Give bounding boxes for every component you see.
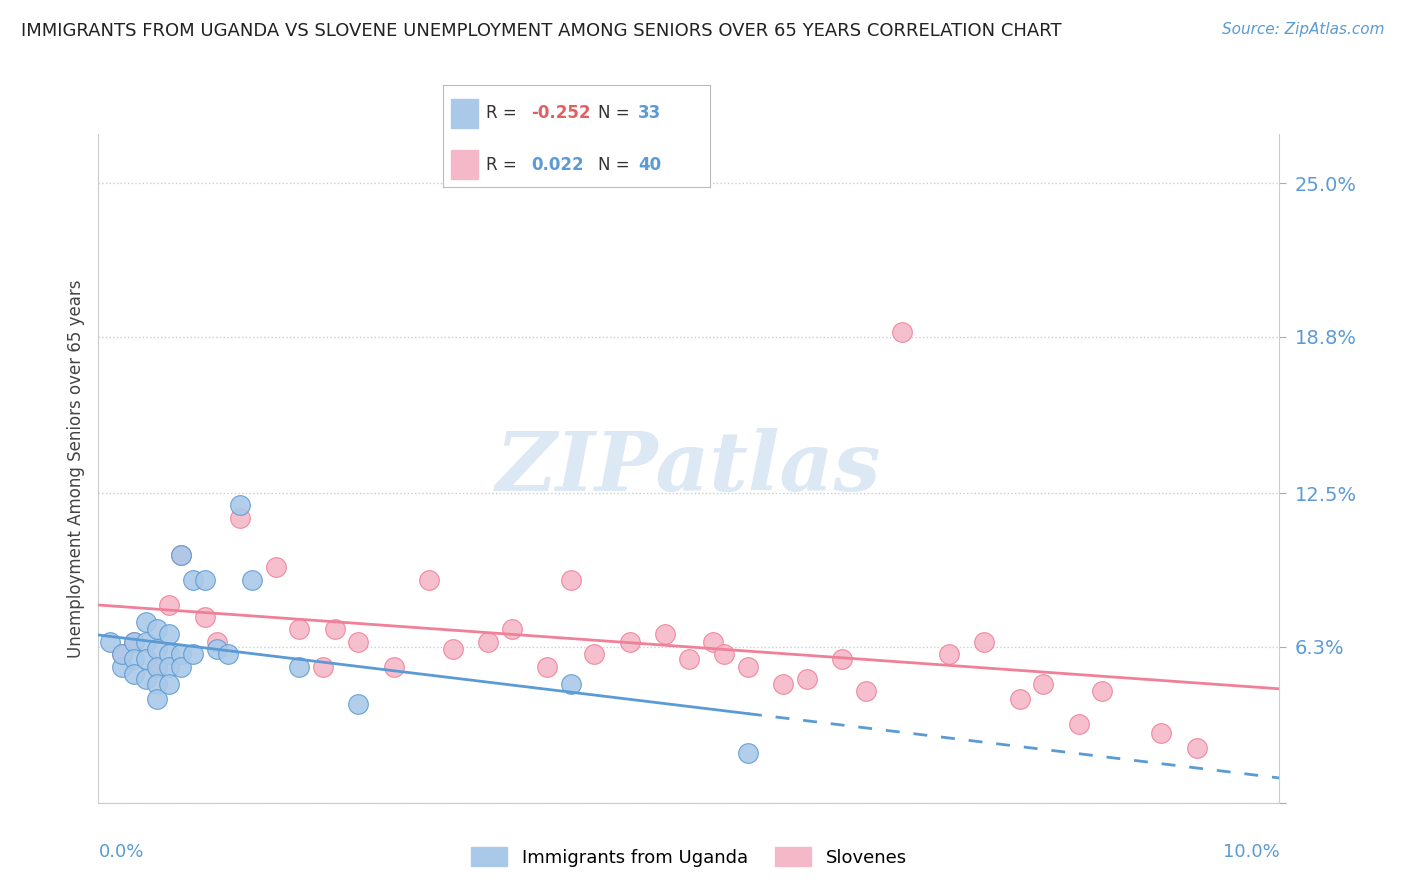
Point: [135, 652, 157, 666]
Point: [135, 672, 157, 686]
Point: [122, 634, 145, 648]
Text: 0.022: 0.022: [531, 156, 583, 174]
Y-axis label: Unemployment Among Seniors over 65 years: Unemployment Among Seniors over 65 years: [66, 279, 84, 657]
Text: R =: R =: [485, 156, 516, 174]
Point: [288, 623, 311, 637]
Point: [1008, 691, 1031, 706]
Point: [1185, 741, 1208, 756]
Point: [157, 598, 180, 612]
Point: [347, 697, 370, 711]
Text: 0.0%: 0.0%: [98, 843, 143, 861]
Point: [560, 677, 582, 691]
Point: [418, 573, 440, 587]
Text: 33: 33: [638, 104, 661, 122]
Point: [181, 647, 204, 661]
Point: [170, 659, 193, 673]
Point: [560, 573, 582, 587]
Point: [135, 615, 157, 629]
Text: N =: N =: [598, 104, 630, 122]
Bar: [451, 99, 478, 128]
Point: [583, 647, 606, 661]
Point: [737, 659, 759, 673]
Point: [111, 647, 134, 661]
Bar: [451, 151, 478, 179]
Point: [122, 667, 145, 681]
Point: [855, 684, 877, 698]
Point: [111, 659, 134, 673]
Text: IMMIGRANTS FROM UGANDA VS SLOVENE UNEMPLOYMENT AMONG SENIORS OVER 65 YEARS CORRE: IMMIGRANTS FROM UGANDA VS SLOVENE UNEMPL…: [21, 22, 1062, 40]
Point: [205, 642, 228, 657]
Point: [441, 642, 464, 657]
Point: [205, 634, 228, 648]
Point: [772, 677, 794, 691]
Point: [938, 647, 960, 661]
Point: [1067, 716, 1090, 731]
Point: [229, 499, 252, 513]
Point: [890, 325, 912, 339]
Point: [737, 746, 759, 760]
Point: [122, 634, 145, 648]
Point: [217, 647, 239, 661]
Point: [1032, 677, 1054, 691]
Point: [288, 659, 311, 673]
Text: -0.252: -0.252: [531, 104, 591, 122]
Point: [170, 647, 193, 661]
Point: [713, 647, 735, 661]
Point: [382, 659, 405, 673]
Point: [157, 659, 180, 673]
Point: [157, 647, 180, 661]
Point: [477, 634, 499, 648]
Point: [536, 659, 558, 673]
Point: [831, 652, 853, 666]
Point: [678, 652, 700, 666]
Point: [312, 659, 335, 673]
Text: 40: 40: [638, 156, 661, 174]
Point: [796, 672, 818, 686]
Point: [619, 634, 641, 648]
Point: [229, 511, 252, 525]
Point: [146, 691, 169, 706]
Text: 10.0%: 10.0%: [1223, 843, 1279, 861]
Point: [157, 627, 180, 641]
Point: [135, 634, 157, 648]
Point: [323, 623, 346, 637]
Point: [122, 652, 145, 666]
Point: [702, 634, 724, 648]
Point: [264, 560, 287, 574]
Point: [146, 677, 169, 691]
Point: [1150, 726, 1173, 740]
Point: [194, 610, 217, 624]
Point: [194, 573, 217, 587]
Point: [111, 647, 134, 661]
Point: [181, 573, 204, 587]
Text: ZIPatlas: ZIPatlas: [496, 428, 882, 508]
Point: [146, 659, 169, 673]
Point: [146, 642, 169, 657]
Point: [240, 573, 263, 587]
Point: [170, 548, 193, 562]
Point: [654, 627, 676, 641]
Text: Source: ZipAtlas.com: Source: ZipAtlas.com: [1222, 22, 1385, 37]
Text: R =: R =: [485, 104, 516, 122]
Point: [157, 677, 180, 691]
Point: [170, 548, 193, 562]
Point: [146, 623, 169, 637]
Point: [98, 634, 121, 648]
Text: N =: N =: [598, 156, 630, 174]
Point: [1091, 684, 1114, 698]
Point: [973, 634, 995, 648]
Point: [146, 659, 169, 673]
Legend: Immigrants from Uganda, Slovenes: Immigrants from Uganda, Slovenes: [464, 840, 914, 874]
Point: [347, 634, 370, 648]
Point: [501, 623, 523, 637]
